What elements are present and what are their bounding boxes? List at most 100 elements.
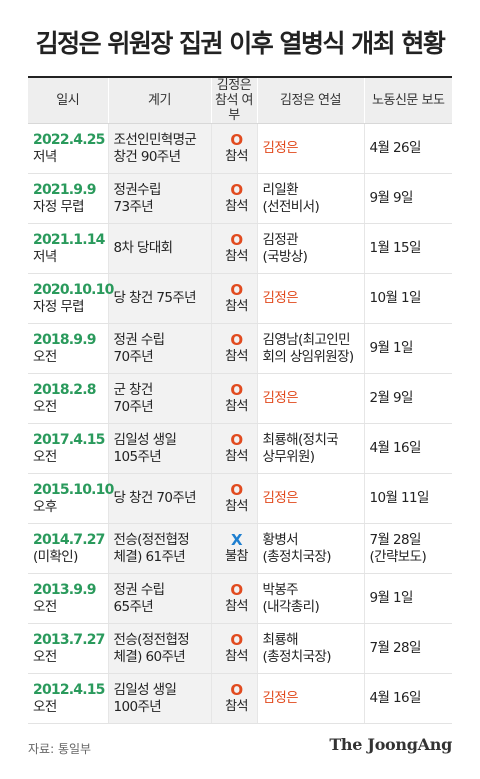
attend-label: 불참 bbox=[225, 549, 248, 564]
speech-cell: 박봉주 (내각총리) bbox=[256, 573, 364, 624]
newspaper-cell: 4월 16일 bbox=[363, 423, 452, 474]
speech-cell: 김영남(최고인민 회의 상임위원장) bbox=[256, 323, 364, 374]
header-attend-line: 김정은 bbox=[216, 78, 252, 93]
date-value: 2013.9.9 bbox=[33, 581, 96, 598]
attend-cell: O 참석 bbox=[210, 273, 257, 324]
present-mark-icon: O bbox=[230, 681, 243, 699]
news-line: 9월 1일 bbox=[369, 590, 414, 606]
date-value: 2018.9.9 bbox=[33, 331, 96, 348]
speech-line: (총정치국장) bbox=[262, 548, 332, 565]
date-cell: 2017.4.15 오전 bbox=[28, 423, 108, 474]
present-mark-icon: O bbox=[230, 181, 243, 199]
news-line: 9월 1일 bbox=[369, 340, 414, 356]
date-value: 2021.1.14 bbox=[33, 231, 105, 248]
date-value: 2021.9.9 bbox=[33, 181, 96, 198]
speech-line: 황병서 bbox=[262, 531, 299, 548]
newspaper-cell: 9월 1일 bbox=[363, 573, 452, 624]
table-row: 2015.10.10 오후 당 창건 70주년 O 참석 김정은 10월 11일 bbox=[28, 473, 452, 524]
present-mark-icon: O bbox=[230, 281, 243, 299]
speech-line: 박봉주 bbox=[262, 581, 299, 598]
occasion-cell: 김일성 생일 105주년 bbox=[107, 423, 211, 474]
header-speech: 김정은 연설 bbox=[256, 78, 364, 124]
date-cell: 2013.7.27 오전 bbox=[28, 623, 108, 674]
speech-cell: 김정은 bbox=[256, 673, 364, 724]
attend-cell: O 참석 bbox=[210, 573, 257, 624]
occasion-cell: 정권 수립 70주년 bbox=[107, 323, 211, 374]
occasion-line: 70주년 bbox=[113, 348, 154, 365]
speech-line: 김정은 bbox=[262, 490, 299, 506]
date-value: 2013.7.27 bbox=[33, 631, 105, 648]
speech-line: (선전비서) bbox=[262, 198, 320, 215]
attend-label: 참석 bbox=[225, 299, 248, 314]
table-row: 2014.7.27 (미확인) 전승(정전협정 체결) 61주년 X 불참 황병서… bbox=[28, 523, 452, 574]
attend-label: 참석 bbox=[225, 649, 248, 664]
occasion-cell: 8차 당대회 bbox=[107, 223, 211, 274]
news-line: 4월 16일 bbox=[369, 690, 422, 706]
attend-label: 참석 bbox=[225, 399, 248, 414]
speech-cell: 리일환 (선전비서) bbox=[256, 173, 364, 224]
date-cell: 2021.9.9 자정 무렵 bbox=[28, 173, 108, 224]
speech-cell: 김정관 (국방상) bbox=[256, 223, 364, 274]
newspaper-cell: 4월 26일 bbox=[363, 123, 452, 174]
absent-mark-icon: X bbox=[231, 531, 243, 549]
occasion-line: 전승(정전협정 bbox=[113, 531, 190, 548]
table-row: 2020.10.10 자정 무렵 당 창건 75주년 O 참석 김정은 10월 … bbox=[28, 273, 452, 324]
speech-line: 회의 상임위원장) bbox=[262, 348, 355, 365]
attend-label: 참석 bbox=[225, 599, 248, 614]
speech-cell: 황병서 (총정치국장) bbox=[256, 523, 364, 574]
news-line: (간략보도) bbox=[369, 548, 427, 565]
page-title: 김정은 위원장 집권 이후 열병식 개최 현황 bbox=[35, 29, 446, 58]
attend-cell: O 참석 bbox=[210, 473, 257, 524]
attend-cell: O 참석 bbox=[210, 373, 257, 424]
speech-cell: 김정은 bbox=[256, 473, 364, 524]
newspaper-cell: 2월 9일 bbox=[363, 373, 452, 424]
present-mark-icon: O bbox=[230, 231, 243, 249]
occasion-line: 70주년 bbox=[113, 398, 154, 415]
attend-label: 참석 bbox=[225, 499, 248, 514]
occasion-line: 김일성 생일 bbox=[113, 431, 177, 448]
present-mark-icon: O bbox=[230, 131, 243, 149]
table-row: 2012.4.15 오전 김일성 생일 100주년 O 참석 김정은 4월 16일 bbox=[28, 673, 452, 724]
title-divider bbox=[28, 76, 452, 78]
speech-cell: 김정은 bbox=[256, 273, 364, 324]
attend-cell: O 참석 bbox=[210, 623, 257, 674]
occasion-line: 조선인민혁명군 bbox=[113, 131, 197, 148]
attend-cell: O 참석 bbox=[210, 223, 257, 274]
date-cell: 2014.7.27 (미확인) bbox=[28, 523, 108, 574]
time-value: 오전 bbox=[33, 398, 57, 415]
speech-line: 리일환 bbox=[262, 181, 299, 198]
occasion-cell: 당 창건 75주년 bbox=[107, 273, 211, 324]
attend-cell: O 참석 bbox=[210, 423, 257, 474]
occasion-cell: 전승(정전협정 체결) 60주년 bbox=[107, 623, 211, 674]
news-line: 2월 9일 bbox=[369, 390, 414, 406]
header-attend-line: 참석 여부 bbox=[214, 93, 254, 123]
newspaper-cell: 10월 11일 bbox=[363, 473, 452, 524]
attend-label: 참석 bbox=[225, 199, 248, 214]
attend-cell: O 참석 bbox=[210, 123, 257, 174]
attend-label: 참석 bbox=[225, 449, 248, 464]
date-value: 2014.7.27 bbox=[33, 531, 105, 548]
occasion-cell: 정권수립 73주년 bbox=[107, 173, 211, 224]
occasion-line: 체결) 61주년 bbox=[113, 548, 186, 565]
news-line: 4월 26일 bbox=[369, 140, 422, 156]
occasion-line: 105주년 bbox=[113, 448, 162, 465]
speech-line: (총정치국장) bbox=[262, 648, 332, 665]
date-cell: 2022.4.25 저녁 bbox=[28, 123, 108, 174]
newspaper-cell: 10월 1일 bbox=[363, 273, 452, 324]
attend-cell: O 참석 bbox=[210, 323, 257, 374]
attend-label: 참석 bbox=[225, 249, 248, 264]
header-occasion: 계기 bbox=[107, 78, 211, 124]
header-attend: 김정은 참석 여부 bbox=[210, 78, 257, 124]
time-value: 저녁 bbox=[33, 148, 57, 165]
time-value: 오전 bbox=[33, 698, 57, 715]
attend-cell: X 불참 bbox=[210, 523, 257, 574]
attend-label: 참석 bbox=[225, 699, 248, 714]
time-value: 자정 무렵 bbox=[33, 298, 85, 315]
date-value: 2020.10.10 bbox=[33, 281, 114, 298]
header-newspaper: 노동신문 보도 bbox=[363, 78, 452, 124]
newspaper-cell: 7월 28일 bbox=[363, 623, 452, 674]
date-cell: 2021.1.14 저녁 bbox=[28, 223, 108, 274]
occasion-line: 73주년 bbox=[113, 198, 154, 215]
date-value: 2022.4.25 bbox=[33, 131, 105, 148]
source-note: 자료: 통일부 bbox=[28, 742, 92, 756]
